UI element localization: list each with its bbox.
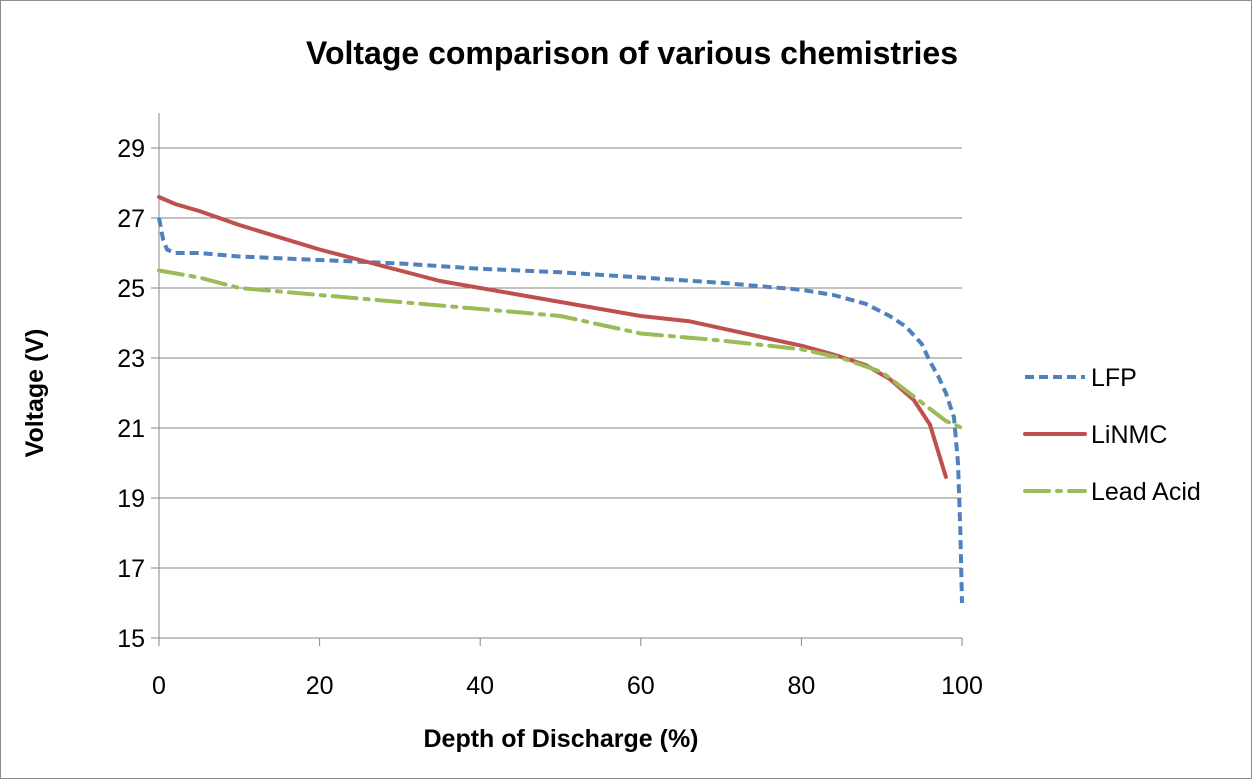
y-axis-title: Voltage (V) <box>21 329 49 458</box>
x-axis-title: Depth of Discharge (%) <box>423 725 698 753</box>
axes <box>151 113 963 646</box>
x-tick-labels: 0 20 40 60 80 100 <box>152 672 983 700</box>
legend-label: LiNMC <box>1091 421 1167 449</box>
series-line-lead-acid <box>157 268 964 430</box>
x-tick-label: 100 <box>941 672 983 700</box>
x-tick-label: 20 <box>306 672 334 700</box>
y-tick-labels: 15 17 19 21 23 25 27 29 <box>117 135 145 653</box>
legend-label: LFP <box>1091 364 1137 392</box>
y-tick-label: 21 <box>117 415 145 443</box>
series-line-linmc <box>157 195 948 479</box>
x-tick-label: 60 <box>627 672 655 700</box>
x-tick-label: 40 <box>466 672 494 700</box>
series-line-lfp <box>157 217 964 604</box>
series-lines <box>157 195 964 604</box>
legend-label: Lead Acid <box>1091 478 1201 506</box>
x-tick-label: 80 <box>787 672 815 700</box>
y-tick-label: 27 <box>117 205 145 233</box>
y-tick-label: 29 <box>117 135 145 163</box>
chart-title: Voltage comparison of various chemistrie… <box>306 35 958 71</box>
y-tick-label: 23 <box>117 345 145 373</box>
legend: LFP LiNMC Lead Acid <box>1023 364 1201 506</box>
y-tick-label: 19 <box>117 485 145 513</box>
gridlines <box>159 147 962 569</box>
y-tick-label: 15 <box>117 625 145 653</box>
y-tick-label: 17 <box>117 555 145 583</box>
y-tick-label: 25 <box>117 275 145 303</box>
x-tick-label: 0 <box>152 672 166 700</box>
